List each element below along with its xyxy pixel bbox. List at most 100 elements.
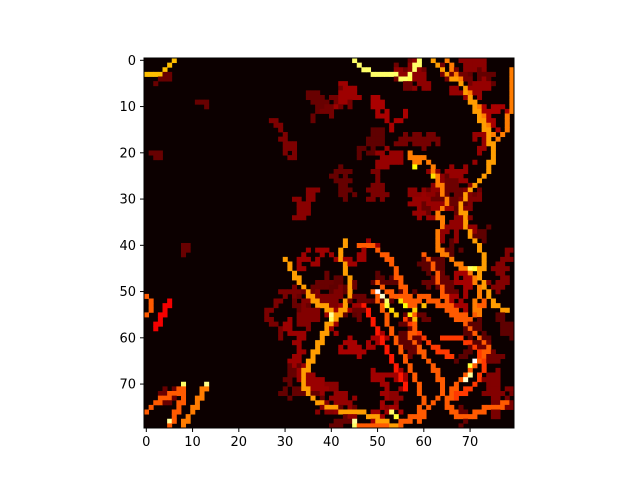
heatmap-cell xyxy=(319,340,325,346)
heatmap-cell xyxy=(384,349,390,355)
heatmap-cell xyxy=(278,335,284,341)
heatmap-cell xyxy=(463,354,469,360)
heatmap-cell xyxy=(463,317,469,323)
heatmap-cell xyxy=(315,95,321,101)
heatmap-cell xyxy=(486,108,492,114)
heatmap-cell xyxy=(181,243,187,249)
heatmap-cell xyxy=(472,90,478,96)
heatmap-cell xyxy=(407,150,413,156)
heatmap-cell xyxy=(342,192,348,198)
heatmap-cell xyxy=(449,404,455,410)
heatmap-cell xyxy=(504,256,510,262)
heatmap-cell xyxy=(296,206,302,212)
heatmap-cell xyxy=(509,71,515,77)
heatmap-cell xyxy=(477,95,483,101)
heatmap-cell xyxy=(458,192,464,198)
heatmap-cell xyxy=(370,182,376,188)
heatmap-cell xyxy=(416,196,422,202)
heatmap-cell xyxy=(458,210,464,216)
heatmap-cell xyxy=(453,312,459,318)
heatmap-cell xyxy=(310,386,316,392)
heatmap-cell xyxy=(282,150,288,156)
heatmap-cell xyxy=(398,395,404,401)
heatmap-cell xyxy=(398,386,404,392)
heatmap-cell xyxy=(185,418,191,424)
heatmap-cell xyxy=(310,372,316,378)
heatmap-cell xyxy=(352,349,358,355)
heatmap-cell xyxy=(421,280,427,286)
heatmap-cell xyxy=(398,150,404,156)
heatmap-cell xyxy=(421,252,427,258)
heatmap-cell xyxy=(301,330,307,336)
heatmap-cell xyxy=(481,108,487,114)
y-tick-label: 20 xyxy=(119,146,136,161)
heatmap-cell xyxy=(310,307,316,313)
heatmap-cell xyxy=(148,71,154,77)
heatmap-cell xyxy=(463,284,469,290)
heatmap-cell xyxy=(148,404,154,410)
heatmap-cell xyxy=(305,321,311,327)
heatmap-cell xyxy=(301,215,307,221)
heatmap-cell xyxy=(453,224,459,230)
heatmap-cell xyxy=(500,330,506,336)
heatmap-cell xyxy=(398,280,404,286)
heatmap-cell xyxy=(453,85,459,91)
heatmap-cell xyxy=(435,187,441,193)
heatmap-cell xyxy=(416,344,422,350)
heatmap-cell xyxy=(440,256,446,262)
heatmap-cell xyxy=(407,317,413,323)
heatmap-cell xyxy=(463,215,469,221)
heatmap-cell xyxy=(472,340,478,346)
heatmap-cell xyxy=(458,423,464,429)
heatmap-cell xyxy=(453,409,459,415)
heatmap-cell xyxy=(407,76,413,82)
heatmap-cell xyxy=(421,293,427,299)
heatmap-cell xyxy=(467,187,473,193)
heatmap-cell xyxy=(481,330,487,336)
heatmap-cell xyxy=(486,224,492,230)
heatmap-cell xyxy=(403,76,409,82)
heatmap-cell xyxy=(472,307,478,313)
heatmap-cell xyxy=(440,192,446,198)
heatmap-cell xyxy=(490,145,496,151)
heatmap-cell xyxy=(379,307,385,313)
heatmap-cell xyxy=(375,159,381,165)
heatmap-cell xyxy=(162,400,168,406)
heatmap-cell xyxy=(296,367,302,373)
heatmap-cell xyxy=(467,270,473,276)
heatmap-cell xyxy=(292,330,298,336)
heatmap-cell xyxy=(384,372,390,378)
heatmap-cell xyxy=(463,67,469,73)
heatmap-cell xyxy=(453,307,459,313)
heatmap-cell xyxy=(481,367,487,373)
heatmap-cell xyxy=(370,196,376,202)
heatmap-cell xyxy=(416,261,422,267)
heatmap-cell xyxy=(153,326,159,332)
heatmap-cell xyxy=(453,71,459,77)
heatmap-cell xyxy=(384,164,390,170)
heatmap-cell xyxy=(370,192,376,198)
heatmap-cell xyxy=(477,150,483,156)
heatmap-cell xyxy=(162,386,168,392)
heatmap-cell xyxy=(416,215,422,221)
heatmap-cell xyxy=(315,303,321,309)
heatmap-cell xyxy=(458,219,464,225)
heatmap-cell xyxy=(430,201,436,207)
heatmap-cell xyxy=(157,391,163,397)
heatmap-cell xyxy=(162,71,168,77)
heatmap-cell xyxy=(449,386,455,392)
heatmap-cell xyxy=(435,377,441,383)
heatmap-cell xyxy=(181,247,187,253)
heatmap-cell xyxy=(375,187,381,193)
heatmap-cell xyxy=(393,270,399,276)
heatmap-cell xyxy=(292,215,298,221)
heatmap-cell xyxy=(426,358,432,364)
heatmap-cell xyxy=(375,127,381,133)
heatmap-cell xyxy=(477,85,483,91)
heatmap-cell xyxy=(435,367,441,373)
heatmap-cell xyxy=(444,349,450,355)
heatmap-cell xyxy=(430,344,436,350)
heatmap-cell xyxy=(472,330,478,336)
heatmap-cell xyxy=(509,108,515,114)
heatmap-cell xyxy=(375,330,381,336)
